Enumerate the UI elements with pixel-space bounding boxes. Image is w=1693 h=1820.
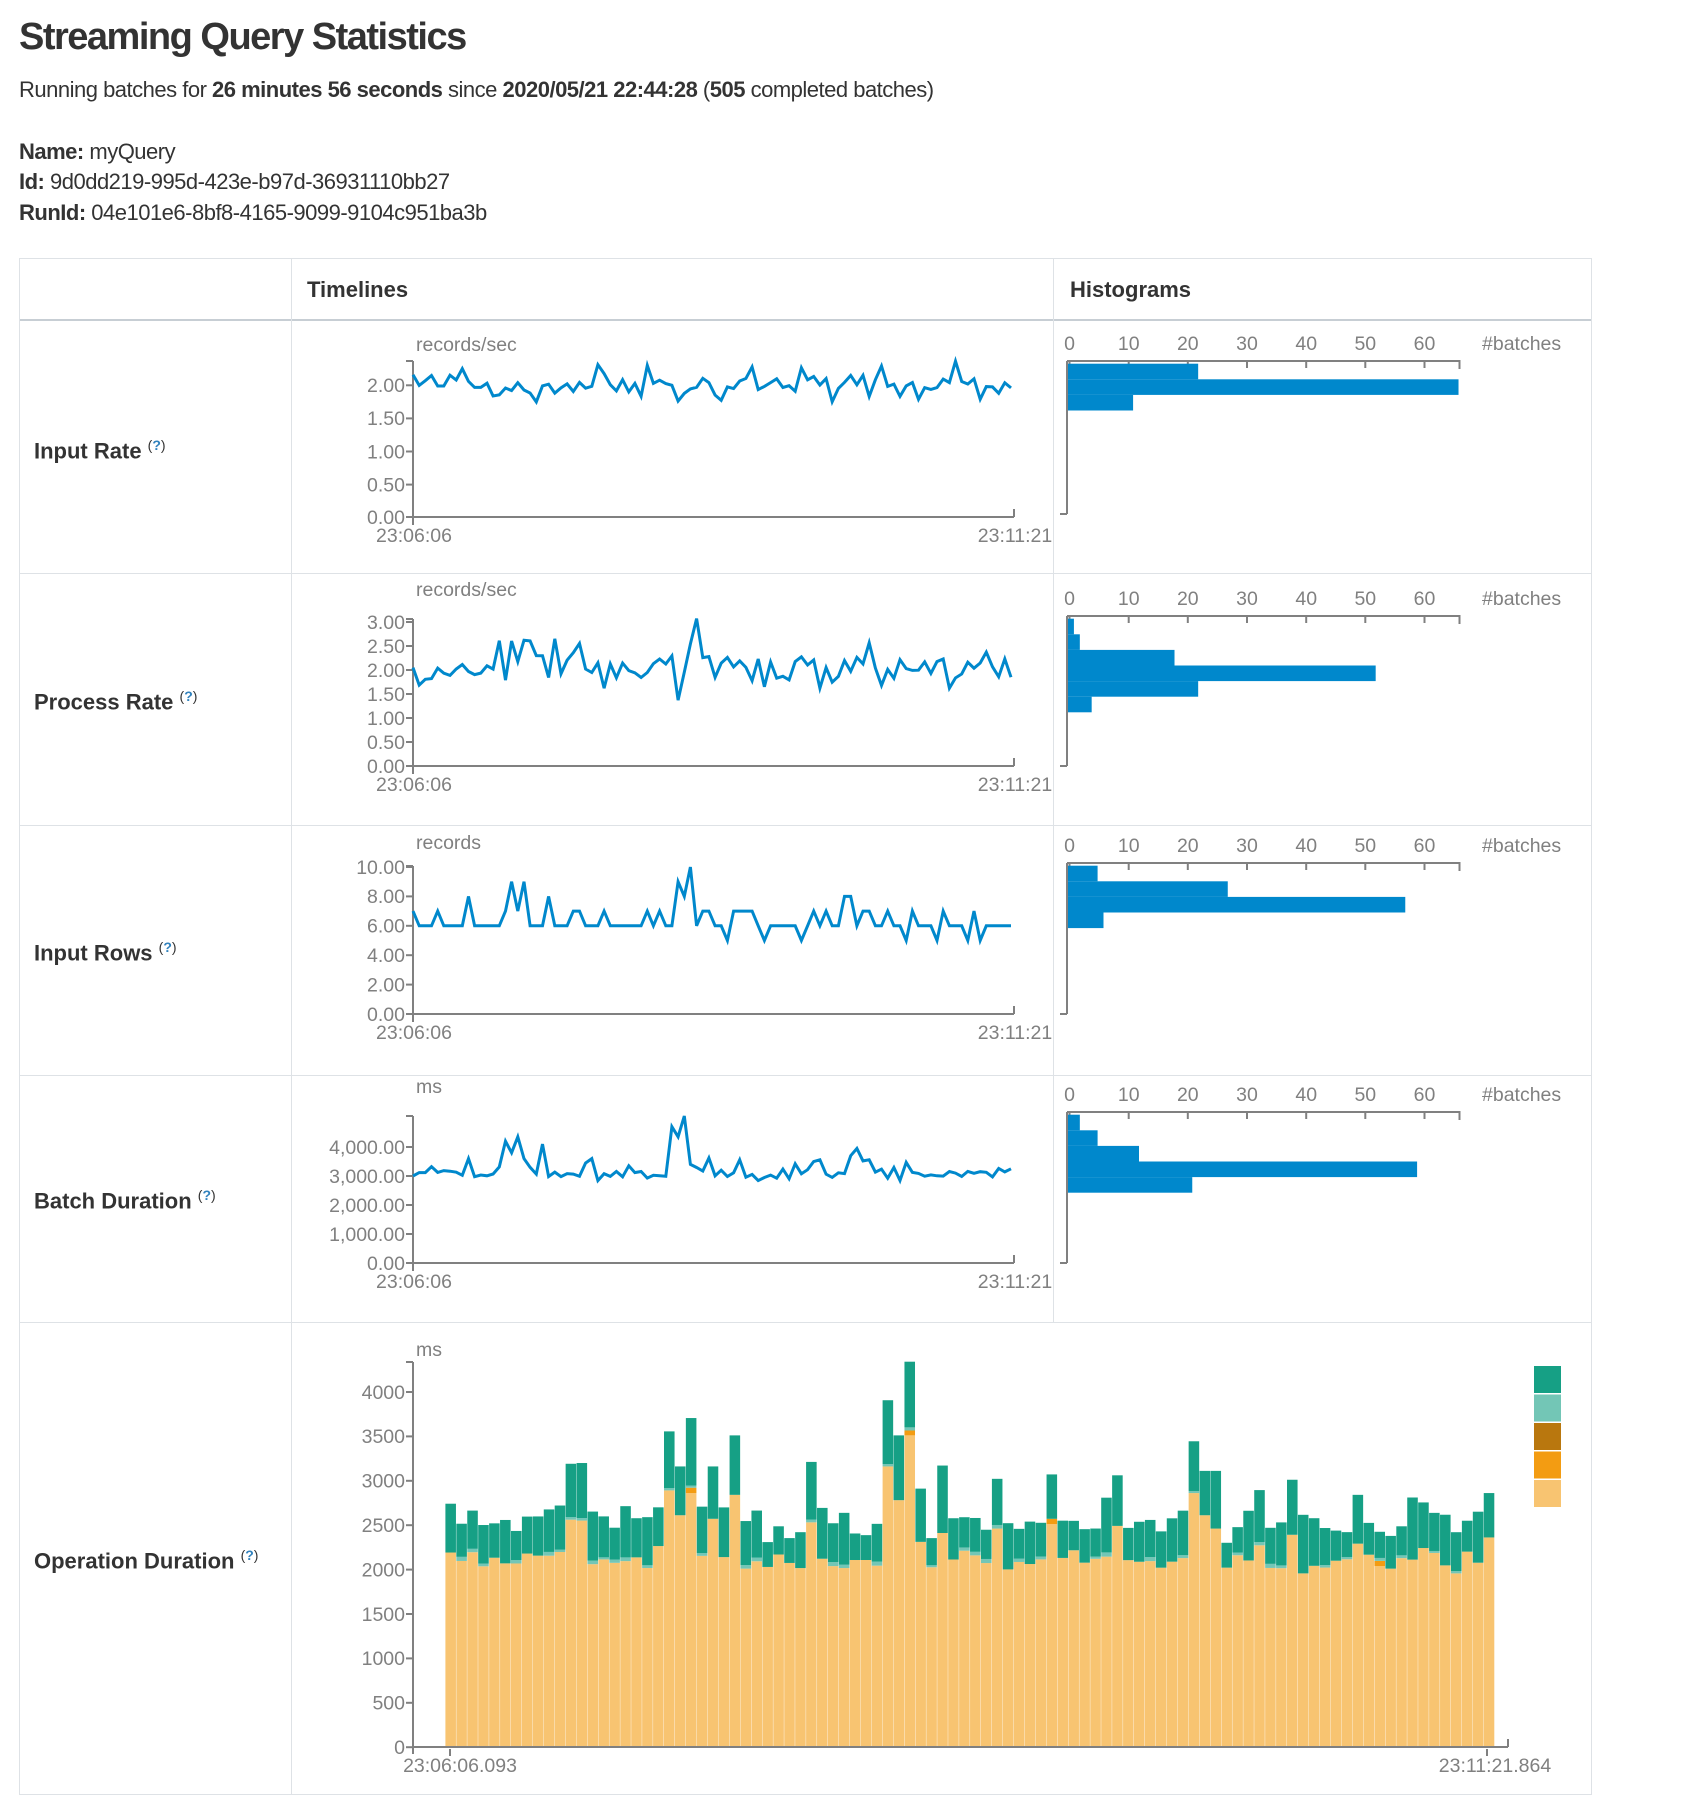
svg-text:10: 10 (1118, 1084, 1140, 1106)
svg-text:ms: ms (416, 1339, 442, 1361)
svg-text:40: 40 (1295, 835, 1317, 857)
svg-text:1.50: 1.50 (367, 408, 405, 430)
svg-text:records/sec: records/sec (416, 579, 517, 601)
svg-text:0.00: 0.00 (367, 1004, 405, 1026)
svg-text:3000: 3000 (362, 1471, 406, 1493)
svg-text:2.00: 2.00 (367, 660, 405, 682)
svg-text:23:11:21: 23:11:21 (978, 774, 1052, 796)
svg-text:23:11:21: 23:11:21 (978, 525, 1052, 547)
svg-text:60: 60 (1414, 835, 1436, 857)
svg-text:30: 30 (1236, 333, 1258, 355)
svg-text:40: 40 (1295, 1084, 1317, 1106)
svg-text:0: 0 (1064, 1084, 1075, 1106)
svg-text:50: 50 (1354, 333, 1376, 355)
svg-text:0: 0 (394, 1737, 405, 1759)
svg-text:#batches: #batches (1482, 333, 1561, 355)
svg-text:records: records (416, 832, 481, 854)
svg-text:23:06:06: 23:06:06 (376, 525, 452, 547)
svg-text:0.50: 0.50 (367, 474, 405, 496)
svg-text:23:06:06.093: 23:06:06.093 (403, 1755, 517, 1777)
svg-text:records/sec: records/sec (416, 334, 517, 356)
svg-text:30: 30 (1236, 1084, 1258, 1106)
svg-text:3500: 3500 (362, 1426, 406, 1448)
svg-text:50: 50 (1354, 835, 1376, 857)
svg-text:30: 30 (1236, 588, 1258, 610)
svg-text:0: 0 (1064, 835, 1075, 857)
svg-text:40: 40 (1295, 588, 1317, 610)
svg-text:1.00: 1.00 (367, 708, 405, 730)
svg-text:2.00: 2.00 (367, 974, 405, 996)
svg-text:3.00: 3.00 (367, 612, 405, 634)
svg-text:6.00: 6.00 (367, 916, 405, 938)
svg-text:23:06:06: 23:06:06 (376, 1271, 452, 1293)
svg-text:40: 40 (1295, 333, 1317, 355)
svg-text:50: 50 (1354, 588, 1376, 610)
svg-text:10: 10 (1118, 835, 1140, 857)
svg-text:1.50: 1.50 (367, 684, 405, 706)
svg-text:0: 0 (1064, 588, 1075, 610)
svg-text:1000: 1000 (362, 1648, 406, 1670)
svg-text:10: 10 (1118, 588, 1140, 610)
svg-text:0.00: 0.00 (367, 756, 405, 778)
svg-text:60: 60 (1414, 333, 1436, 355)
svg-text:50: 50 (1354, 1084, 1376, 1106)
svg-text:4.00: 4.00 (367, 945, 405, 967)
svg-text:0.50: 0.50 (367, 732, 405, 754)
svg-text:23:11:21.864: 23:11:21.864 (1439, 1755, 1552, 1777)
svg-text:0.00: 0.00 (367, 1253, 405, 1275)
svg-text:1,000.00: 1,000.00 (329, 1224, 405, 1246)
svg-text:60: 60 (1414, 588, 1436, 610)
svg-text:4000: 4000 (362, 1382, 406, 1404)
svg-text:0.00: 0.00 (367, 507, 405, 529)
svg-text:2.50: 2.50 (367, 636, 405, 658)
svg-text:#batches: #batches (1482, 835, 1561, 857)
svg-text:23:11:21: 23:11:21 (978, 1022, 1052, 1044)
svg-text:2000: 2000 (362, 1559, 406, 1581)
svg-text:10.00: 10.00 (356, 857, 405, 879)
svg-text:2.00: 2.00 (367, 375, 405, 397)
svg-text:0: 0 (1064, 333, 1075, 355)
svg-text:20: 20 (1177, 588, 1199, 610)
svg-text:1.00: 1.00 (367, 441, 405, 463)
svg-text:8.00: 8.00 (367, 886, 405, 908)
svg-text:60: 60 (1414, 1084, 1436, 1106)
svg-text:20: 20 (1177, 835, 1199, 857)
svg-text:2,000.00: 2,000.00 (329, 1195, 405, 1217)
svg-text:500: 500 (372, 1693, 405, 1715)
svg-text:10: 10 (1118, 333, 1140, 355)
svg-text:3,000.00: 3,000.00 (329, 1166, 405, 1188)
svg-text:23:11:21: 23:11:21 (978, 1271, 1052, 1293)
svg-text:1500: 1500 (362, 1604, 406, 1626)
svg-text:#batches: #batches (1482, 588, 1561, 610)
svg-text:#batches: #batches (1482, 1084, 1561, 1106)
svg-text:20: 20 (1177, 333, 1199, 355)
svg-text:30: 30 (1236, 835, 1258, 857)
svg-text:20: 20 (1177, 1084, 1199, 1106)
svg-text:23:06:06: 23:06:06 (376, 774, 452, 796)
svg-text:2500: 2500 (362, 1515, 406, 1537)
svg-text:ms: ms (416, 1076, 442, 1098)
svg-text:23:06:06: 23:06:06 (376, 1022, 452, 1044)
svg-text:4,000.00: 4,000.00 (329, 1137, 405, 1159)
